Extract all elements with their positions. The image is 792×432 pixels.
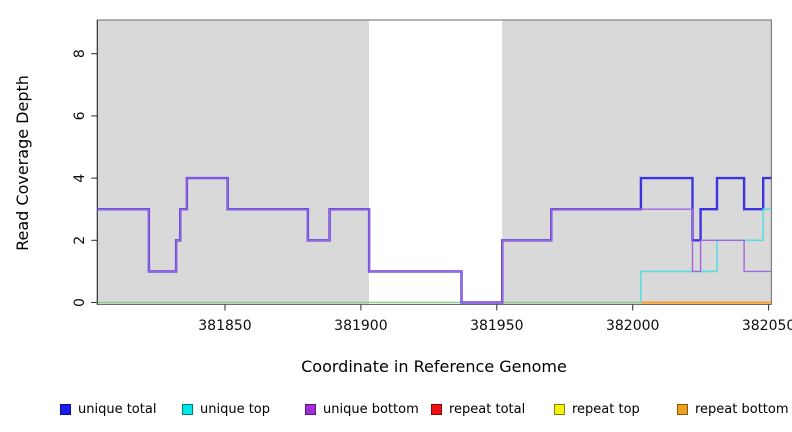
x-axis-label: Coordinate in Reference Genome [301, 357, 567, 376]
legend-label: repeat top [572, 401, 640, 417]
legend-item-repeat-bottom: repeat bottom [677, 398, 789, 420]
alignment-gap-region [369, 20, 503, 305]
legend-swatch-unique-total [60, 403, 71, 415]
legend-swatch-repeat-top [554, 403, 565, 415]
y-tick-label: 4 [72, 174, 88, 183]
legend-swatch-unique-bottom [305, 403, 316, 415]
legend-label: repeat bottom [695, 401, 789, 417]
x-tick-label: 382000 [606, 318, 659, 334]
background-regions [97, 20, 772, 305]
legend-item-repeat-top: repeat top [554, 398, 640, 420]
y-tick-label: 2 [72, 236, 88, 245]
axis-ticks [91, 53, 770, 311]
unique-bottom-line [97, 177, 772, 304]
legend-item-unique-bottom: unique bottom [305, 398, 419, 420]
legend-label: unique total [78, 401, 157, 417]
legend-item-unique-top: unique top [182, 398, 270, 420]
legend-swatch-unique-top [182, 403, 193, 415]
legend-item-repeat-total: repeat total [431, 398, 525, 420]
plot-box [96, 19, 772, 305]
legend-item-unique-total: unique total [60, 398, 156, 420]
legend-label: repeat total [449, 401, 526, 417]
covered-region-left [97, 20, 370, 305]
legend: unique total unique top unique bottom repea… [0, 398, 792, 424]
x-tick-label: 382050 [742, 318, 792, 334]
legend-label: unique bottom [323, 401, 419, 417]
series-lines [97, 176, 772, 304]
axis-tick-labels: 381850 381900 381950 382000 382050 0 2 4 6 8 [72, 49, 792, 334]
x-tick-label: 381850 [198, 318, 251, 334]
y-axis-label: Read Coverage Depth [13, 75, 32, 251]
covered-region-right [502, 20, 772, 305]
legend-swatch-repeat-total [431, 403, 442, 415]
x-tick-label: 381950 [470, 318, 523, 334]
legend-label: unique top [200, 401, 271, 417]
legend-swatch-repeat-bottom [677, 403, 688, 415]
y-tick-label: 0 [72, 298, 88, 307]
x-tick-label: 381900 [334, 318, 387, 334]
y-tick-label: 8 [72, 49, 88, 58]
y-tick-label: 6 [72, 111, 88, 120]
